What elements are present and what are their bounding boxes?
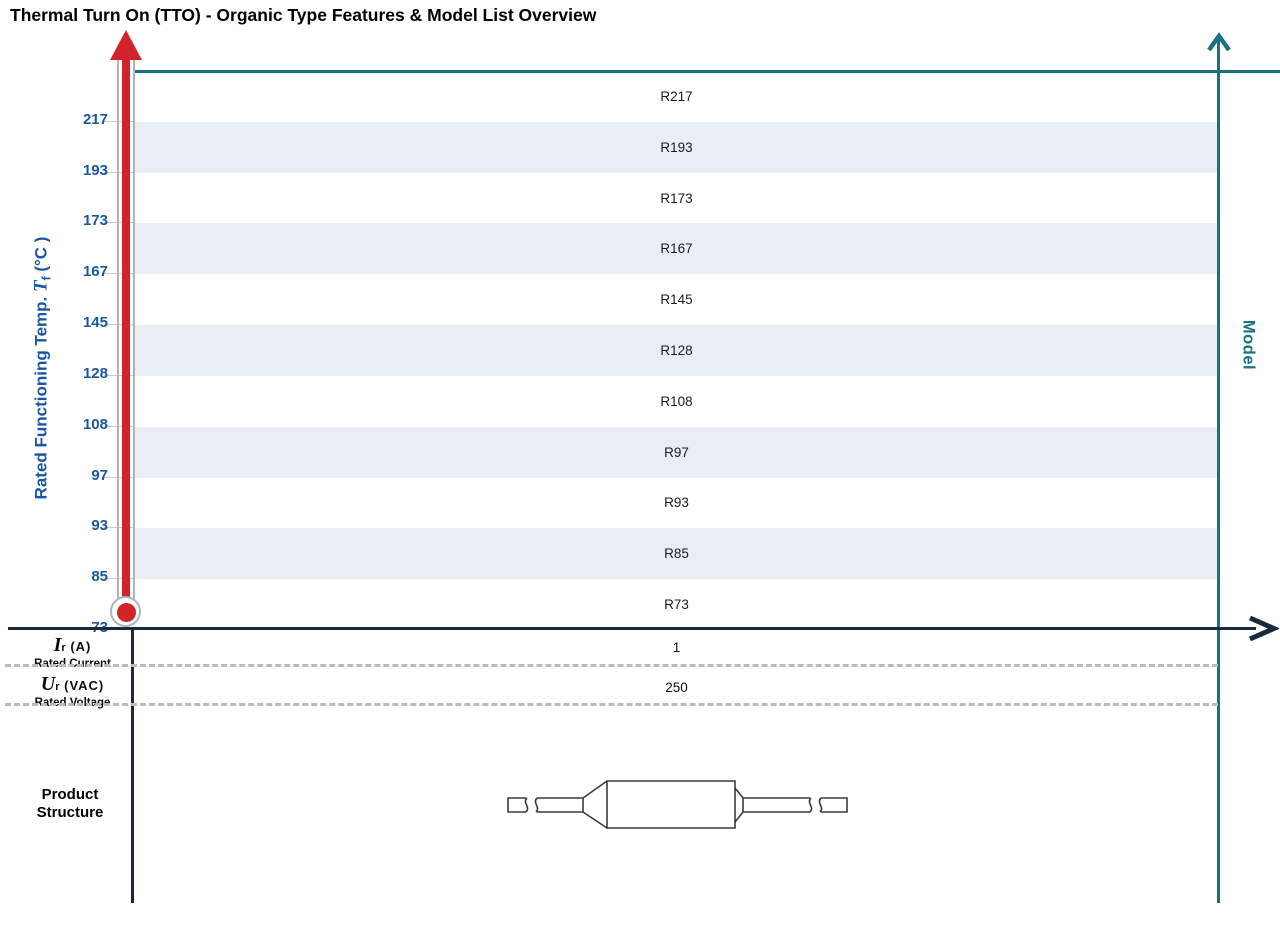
model-label: R73 xyxy=(664,597,689,613)
model-label: R193 xyxy=(660,139,693,155)
temp-tick-label: 193 xyxy=(82,161,108,179)
model-row: R193 xyxy=(135,121,1218,173)
temp-tick-mark xyxy=(104,476,135,478)
model-label: R217 xyxy=(660,88,693,104)
model-label: R97 xyxy=(664,444,689,460)
rated-voltage-label-block: Ur (VAC) Rated Voltage xyxy=(0,673,145,709)
rated-current-symbol: Ir (A) xyxy=(53,634,92,656)
model-row: R173 xyxy=(135,172,1218,224)
model-label: R173 xyxy=(660,190,693,206)
model-label: R145 xyxy=(660,292,693,308)
model-row: R167 xyxy=(135,223,1218,275)
product-structure-drawing xyxy=(507,780,848,829)
thermometer-bulb xyxy=(117,603,136,622)
x-axis-line xyxy=(8,627,1256,630)
model-row: R217 xyxy=(135,71,1218,122)
product-structure-label: Product Structure xyxy=(36,786,104,821)
temp-tick-label: 173 xyxy=(82,212,108,230)
page-title: Thermal Turn On (TTO) - Organic Type Fea… xyxy=(10,5,597,25)
dashed-divider-1 xyxy=(5,664,1218,667)
temp-symbol: T xyxy=(30,280,52,292)
left-divider-line xyxy=(131,630,134,903)
temp-tick-mark xyxy=(104,120,135,122)
temp-tick-label: 217 xyxy=(82,110,108,128)
rated-voltage-value: 250 xyxy=(665,680,688,695)
model-rows-area: R217 R193 R173 R167 R145 R128 R108 R97 R93 R85 R73 xyxy=(135,71,1218,630)
model-row: R128 xyxy=(135,325,1218,376)
model-row: R85 xyxy=(135,528,1218,580)
thermometer-tube-right xyxy=(133,48,135,604)
temp-tick-mark xyxy=(104,578,135,580)
temp-tick-label: 128 xyxy=(82,364,108,382)
model-label: R93 xyxy=(664,495,689,511)
temp-symbol-subscript: f xyxy=(39,276,54,281)
temp-tick-label: 108 xyxy=(82,415,108,433)
rated-voltage-symbol: Ur (VAC) xyxy=(40,673,105,695)
temp-tick-mark xyxy=(104,273,135,275)
temp-tick-label: 97 xyxy=(91,466,108,484)
temp-tick-mark xyxy=(104,374,135,376)
model-label: R167 xyxy=(660,241,693,257)
y-axis-title-text: Rated Functioning Temp. xyxy=(31,292,51,500)
model-label: R85 xyxy=(664,546,689,562)
y-axis-title: Rated Functioning Temp. Tf (°C ) xyxy=(30,237,53,500)
temp-tick-mark xyxy=(104,425,135,427)
y-axis-unit: (°C ) xyxy=(31,236,51,277)
dashed-divider-2 xyxy=(5,703,1218,706)
temp-tick-mark xyxy=(104,222,135,224)
thermometer-stem xyxy=(122,52,130,612)
model-row: R93 xyxy=(135,477,1218,529)
right-arrow-icon xyxy=(1248,615,1279,642)
thermometer-arrow-icon xyxy=(110,30,142,60)
temp-tick-label: 145 xyxy=(82,314,108,332)
rated-current-value: 1 xyxy=(672,640,681,655)
temp-tick-label: 167 xyxy=(82,263,108,281)
model-label: R108 xyxy=(660,393,693,409)
model-row: R108 xyxy=(135,375,1218,427)
model-row: R97 xyxy=(135,426,1218,478)
model-axis-title: Model xyxy=(1239,319,1258,371)
temp-tick-label: 85 xyxy=(91,568,108,586)
model-row: R145 xyxy=(135,274,1218,326)
temp-tick-mark xyxy=(104,171,135,173)
thermometer-tube-left xyxy=(117,48,119,604)
temp-tick-mark xyxy=(104,324,135,326)
temp-tick-label: 93 xyxy=(91,517,108,535)
up-arrow-icon xyxy=(1207,32,1231,52)
model-row: R73 xyxy=(135,579,1218,630)
model-axis-vertical-line xyxy=(1217,40,1220,903)
model-label: R128 xyxy=(660,342,693,358)
model-axis-top-line xyxy=(135,70,1280,73)
temp-tick-mark xyxy=(104,527,135,529)
